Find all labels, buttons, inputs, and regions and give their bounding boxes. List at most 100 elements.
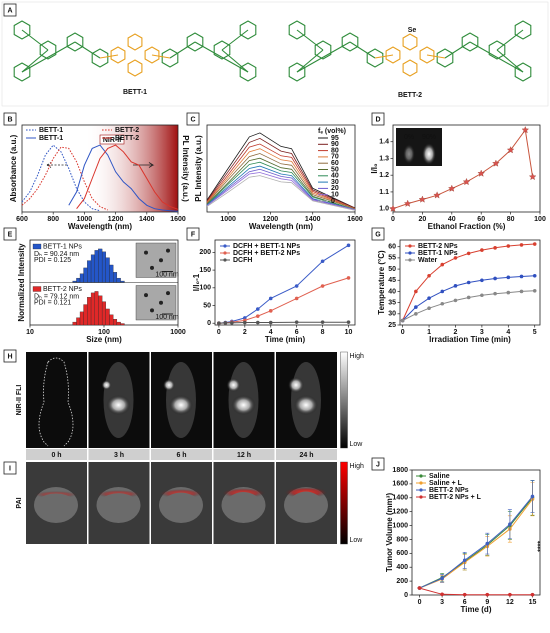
x-axis-label: Time (d)	[461, 605, 492, 614]
y-tick-label: 50	[203, 302, 211, 309]
bond	[496, 49, 524, 73]
panel-letter-box	[186, 227, 200, 241]
colorbar-label: High	[350, 463, 365, 470]
pa-signal	[280, 482, 332, 502]
point-marker	[466, 280, 471, 285]
bond	[21, 41, 76, 73]
colorbar	[340, 351, 348, 449]
pa-signal	[218, 484, 269, 502]
point-marker	[346, 243, 351, 248]
bar	[83, 267, 88, 283]
series-line	[206, 172, 356, 210]
point-marker	[519, 289, 524, 294]
arrow	[46, 162, 67, 168]
point-marker	[414, 305, 418, 309]
tumor-glow	[101, 380, 112, 390]
legend-label: BETT-2 NPs	[429, 487, 469, 494]
phenyl-ring	[461, 32, 479, 52]
star-marker	[389, 204, 397, 212]
legend-label: DCFH	[233, 257, 252, 264]
series-line	[68, 144, 179, 212]
legend-label: 50	[331, 166, 339, 173]
panel-letter-box	[371, 112, 385, 126]
bar	[105, 257, 110, 283]
y-tick-label: 40	[388, 288, 396, 295]
point-marker	[466, 251, 471, 256]
panel-letter: B	[7, 116, 12, 123]
series-line	[402, 290, 535, 321]
nir-image	[26, 352, 87, 448]
legend-label: BETT-2 NPs + L	[429, 494, 482, 501]
legend-label: BETT-2 NPs	[418, 243, 458, 250]
time-band	[276, 449, 337, 460]
panel-letter: F	[191, 231, 196, 238]
series-line	[206, 132, 356, 209]
bar	[113, 319, 118, 326]
scale-label: 100 nm	[155, 271, 179, 278]
x-tick-label: 9	[485, 599, 489, 606]
time-band	[88, 449, 150, 460]
tumor-ultrasound	[34, 487, 78, 523]
series-line	[206, 175, 356, 211]
bar	[109, 314, 114, 326]
point-marker	[506, 290, 511, 295]
pa-signal	[94, 487, 143, 501]
phenyl-ring	[488, 40, 506, 60]
point-marker	[519, 274, 524, 279]
point-marker	[440, 301, 445, 306]
panel-letter-box	[3, 461, 17, 475]
series-line	[206, 153, 356, 210]
legend-swatch	[32, 286, 42, 292]
atom-label: Se	[408, 27, 417, 34]
bond	[374, 54, 394, 59]
point-marker	[493, 246, 497, 250]
point-marker	[506, 275, 511, 280]
liver-glow	[106, 395, 131, 415]
panel-letter: D	[375, 116, 380, 123]
point-marker	[506, 244, 511, 248]
point-marker	[493, 276, 497, 281]
series-line	[206, 161, 356, 210]
panel-letter-box	[3, 349, 17, 363]
y-tick-label: 35	[388, 299, 396, 306]
point-marker	[346, 276, 351, 280]
series-line	[218, 321, 349, 324]
x-tick-label: 2	[454, 329, 458, 336]
phenyl-ring	[213, 40, 231, 60]
y-tick-label: 1000	[392, 522, 408, 529]
colorbar	[340, 461, 348, 545]
point-marker	[440, 289, 445, 294]
row-label: PAI	[16, 497, 23, 508]
bar	[98, 248, 103, 283]
time-band	[213, 449, 275, 460]
colorbar-label: Low	[350, 441, 364, 448]
legend-label: 60	[331, 160, 339, 167]
panel-letter-box	[371, 457, 385, 471]
y-tick-label: 1.3	[379, 155, 389, 162]
y-tick-label: 200	[199, 249, 211, 256]
x-tick-label: 100	[98, 329, 110, 336]
bond	[194, 41, 249, 73]
plot-frame	[399, 239, 541, 326]
phenyl-ring	[39, 40, 57, 60]
bar	[72, 321, 77, 326]
bar	[116, 321, 121, 326]
point-marker	[427, 306, 431, 311]
legend-title: fₑ (vol%)	[318, 128, 346, 135]
x-tick-label: 6	[295, 329, 299, 336]
panel-letter: J	[376, 461, 380, 468]
legend-marker	[408, 251, 412, 255]
liver-glow	[169, 395, 193, 415]
tumor-glow	[226, 378, 241, 392]
point-marker	[294, 296, 299, 301]
x-tick-label: 15	[529, 599, 537, 606]
y-axis-label: PL Intensity (a.u.)	[194, 135, 203, 202]
y-tick-label: 25	[388, 322, 396, 329]
bond	[296, 29, 324, 51]
colorbar-label: Low	[350, 537, 364, 544]
series-line	[419, 496, 533, 589]
bond	[151, 54, 171, 59]
point-marker	[255, 314, 260, 318]
point-marker	[414, 312, 418, 316]
legend-label: BETT-2	[115, 127, 139, 134]
